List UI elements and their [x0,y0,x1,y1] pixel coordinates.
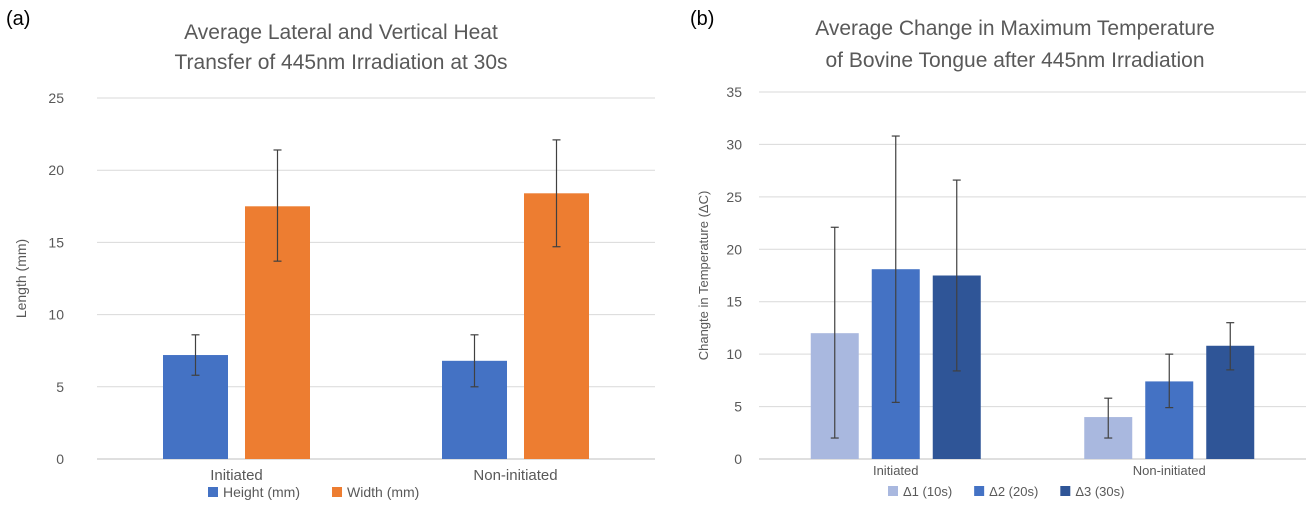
chart-title-line: of Bovine Tongue after 445nm Irradiation [825,49,1204,72]
chart-title-line: Average Lateral and Vertical Heat [184,21,498,44]
x-category-label: Non-initiated [473,467,557,484]
legend-label: Δ2 (20s) [989,484,1038,499]
chart-title-line: Transfer of 445nm Irradiation at 30s [174,51,507,74]
panel-a-label: (a) [6,8,31,30]
y-tick-label: 20 [48,162,64,178]
legend-label: Width (mm) [347,484,419,500]
y-tick-label: 10 [726,346,742,362]
height-width-bar-chart: Average Lateral and Vertical Heat Transfe… [13,21,655,500]
x-category-label: Initiated [210,467,263,484]
y-tick-label: 10 [48,307,64,323]
y-tick-label: 15 [48,234,64,250]
x-category-label: Non-initiated [1133,463,1206,478]
y-tick-label: 30 [726,136,742,152]
legend-label: Height (mm) [223,484,300,500]
y-tick-label: 35 [726,84,742,100]
legend-label: Δ3 (30s) [1075,484,1124,499]
legend-swatch [208,487,218,497]
x-category-label: Initiated [873,463,919,478]
y-tick-label: 5 [56,379,64,395]
y-tick-label: 0 [56,451,64,467]
y-axis-label: Changte in Temperature (ΔC) [696,191,711,361]
chart-title-line: Average Change in Maximum Temperature [815,17,1215,40]
legend-label: Δ1 (10s) [903,484,952,499]
temperature-change-bar-chart: Average Change in Maximum Temperature of … [696,17,1306,499]
legend-swatch [888,486,898,496]
legend-swatch [332,487,343,497]
y-tick-label: 0 [734,451,742,467]
y-tick-label: 5 [734,399,742,415]
y-axis-label: Length (mm) [13,239,29,318]
y-tick-label: 15 [726,294,742,310]
y-tick-label: 20 [726,241,742,257]
y-tick-label: 25 [726,189,742,205]
y-tick-label: 25 [48,90,64,106]
legend-swatch [974,486,985,496]
panel-b-label: (b) [690,8,715,30]
legend-swatch [1060,486,1071,496]
